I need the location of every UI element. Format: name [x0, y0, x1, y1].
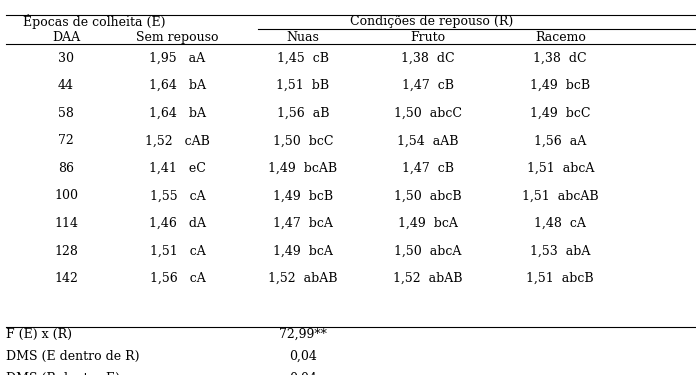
Text: 1,49  bcC: 1,49 bcC	[530, 107, 590, 120]
Text: 1,64   bA: 1,64 bA	[149, 79, 206, 92]
Text: 58: 58	[58, 107, 74, 120]
Text: 1,52  abAB: 1,52 abAB	[268, 272, 338, 285]
Text: 0,04: 0,04	[289, 350, 317, 363]
Text: DMS (E dentro de R): DMS (E dentro de R)	[6, 350, 139, 363]
Text: 1,95   aA: 1,95 aA	[150, 52, 205, 64]
Text: Nuas: Nuas	[286, 31, 319, 44]
Text: 1,52  abAB: 1,52 abAB	[393, 272, 463, 285]
Text: 1,52   cAB: 1,52 cAB	[145, 134, 210, 147]
Text: 1,53  abA: 1,53 abA	[530, 244, 590, 258]
Text: DAA: DAA	[52, 31, 80, 44]
Text: 72: 72	[58, 134, 74, 147]
Text: 1,45  cB: 1,45 cB	[277, 52, 329, 64]
Text: 1,56   cA: 1,56 cA	[150, 272, 205, 285]
Text: 100: 100	[54, 189, 78, 202]
Text: 1,38  dC: 1,38 dC	[401, 52, 455, 64]
Text: 1,50  bcC: 1,50 bcC	[273, 134, 333, 147]
Text: Épocas de colheita (E): Épocas de colheita (E)	[23, 14, 165, 29]
Text: 142: 142	[54, 272, 78, 285]
Text: 1,47  cB: 1,47 cB	[402, 162, 454, 175]
Text: Condições de repouso (R): Condições de repouso (R)	[350, 15, 513, 28]
Text: 128: 128	[54, 244, 78, 258]
Text: 1,51   cA: 1,51 cA	[150, 244, 205, 258]
Text: 1,49  bcA: 1,49 bcA	[273, 244, 333, 258]
Text: 1,54  aAB: 1,54 aAB	[397, 134, 459, 147]
Text: 114: 114	[54, 217, 78, 230]
Text: 30: 30	[58, 52, 74, 64]
Text: DMS (R dentro E): DMS (R dentro E)	[6, 372, 120, 375]
Text: 1,55   cA: 1,55 cA	[150, 189, 205, 202]
Text: Racemo: Racemo	[535, 31, 586, 44]
Text: 1,50  abcB: 1,50 abcB	[394, 189, 462, 202]
Text: 1,49  bcB: 1,49 bcB	[273, 189, 333, 202]
Text: 1,50  abcC: 1,50 abcC	[394, 107, 462, 120]
Text: 1,38  dC: 1,38 dC	[533, 52, 587, 64]
Text: 1,56  aA: 1,56 aA	[534, 134, 587, 147]
Text: F (E) x (R): F (E) x (R)	[6, 328, 72, 341]
Text: 86: 86	[58, 162, 74, 175]
Text: 44: 44	[58, 79, 74, 92]
Text: 1,49  bcA: 1,49 bcA	[398, 217, 458, 230]
Text: 1,47  cB: 1,47 cB	[402, 79, 454, 92]
Text: 1,49  bcB: 1,49 bcB	[530, 79, 590, 92]
Text: Sem repouso: Sem repouso	[136, 31, 219, 44]
Text: 1,48  cA: 1,48 cA	[535, 217, 586, 230]
Text: 1,50  abcA: 1,50 abcA	[395, 244, 461, 258]
Text: 1,51  abcA: 1,51 abcA	[527, 162, 594, 175]
Text: 1,56  aB: 1,56 aB	[276, 107, 329, 120]
Text: 0,04: 0,04	[289, 372, 317, 375]
Text: 1,49  bcAB: 1,49 bcAB	[268, 162, 338, 175]
Text: 1,46   dA: 1,46 dA	[149, 217, 206, 230]
Text: 1,51  abcAB: 1,51 abcAB	[522, 189, 599, 202]
Text: 1,64   bA: 1,64 bA	[149, 107, 206, 120]
Text: 1,51  abcB: 1,51 abcB	[526, 272, 594, 285]
Text: 72,99**: 72,99**	[279, 328, 326, 341]
Text: 1,47  bcA: 1,47 bcA	[273, 217, 333, 230]
Text: 1,41   eC: 1,41 eC	[149, 162, 206, 175]
Text: Fruto: Fruto	[411, 31, 445, 44]
Text: 1,51  bB: 1,51 bB	[276, 79, 329, 92]
